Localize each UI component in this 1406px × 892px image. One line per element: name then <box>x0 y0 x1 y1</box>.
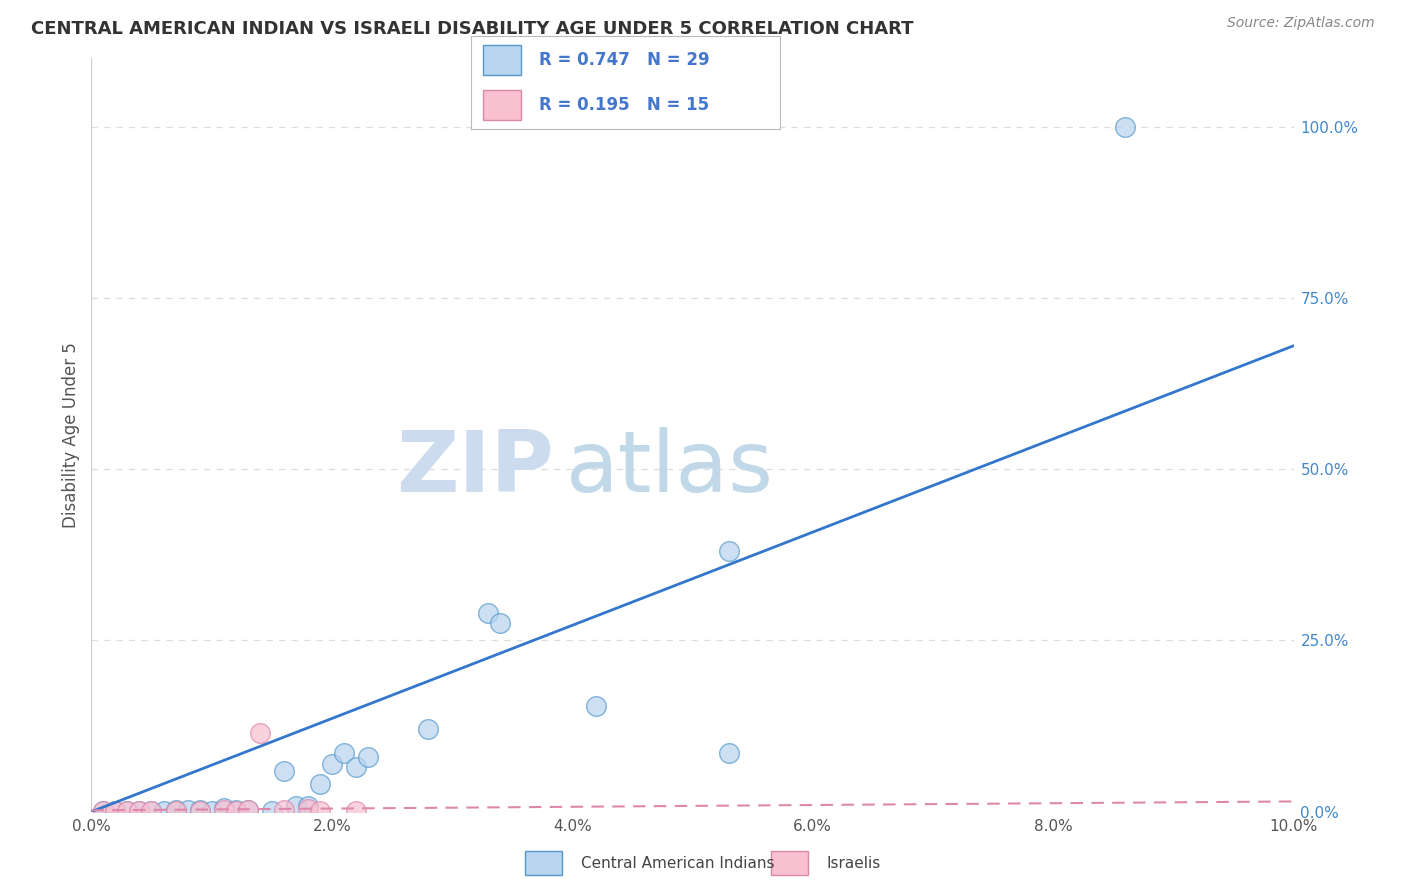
Point <box>297 799 319 814</box>
Point <box>128 804 150 818</box>
Point <box>344 804 367 818</box>
Point <box>188 804 211 818</box>
Point <box>141 804 163 818</box>
Point <box>284 799 307 814</box>
Point <box>357 750 380 764</box>
Point <box>212 803 235 817</box>
Point <box>188 803 211 817</box>
Text: Israelis: Israelis <box>827 855 880 871</box>
Point <box>165 804 187 818</box>
Point <box>273 803 295 817</box>
Point <box>117 804 139 818</box>
Point <box>236 803 259 817</box>
Point <box>104 804 127 818</box>
Bar <box>484 90 520 120</box>
Point <box>249 726 271 740</box>
Point <box>308 777 330 791</box>
Text: R = 0.195   N = 15: R = 0.195 N = 15 <box>538 96 709 114</box>
Point <box>93 804 115 818</box>
Point <box>225 803 247 817</box>
Y-axis label: Disability Age Under 5: Disability Age Under 5 <box>62 342 80 528</box>
Point <box>1114 120 1136 134</box>
Point <box>308 804 330 818</box>
Point <box>225 804 247 818</box>
Text: atlas: atlas <box>567 427 775 510</box>
Point <box>333 747 356 761</box>
Point <box>273 764 295 778</box>
Point <box>117 804 139 818</box>
Point <box>717 544 740 558</box>
Text: R = 0.747   N = 29: R = 0.747 N = 29 <box>538 51 710 69</box>
Point <box>141 804 163 818</box>
Point <box>165 803 187 817</box>
Bar <box>524 851 562 875</box>
Point <box>236 803 259 817</box>
Point <box>104 804 127 818</box>
Point <box>260 804 283 818</box>
Point <box>416 723 439 737</box>
Bar <box>770 851 808 875</box>
Point <box>477 606 499 620</box>
Text: Central American Indians: Central American Indians <box>581 855 775 871</box>
Point <box>201 804 224 818</box>
Text: Source: ZipAtlas.com: Source: ZipAtlas.com <box>1227 16 1375 30</box>
Point <box>212 801 235 815</box>
Text: ZIP: ZIP <box>396 427 554 510</box>
Point <box>321 756 343 771</box>
Point <box>176 803 198 817</box>
Point <box>152 804 174 818</box>
Point <box>93 804 115 818</box>
Point <box>128 804 150 818</box>
Text: CENTRAL AMERICAN INDIAN VS ISRAELI DISABILITY AGE UNDER 5 CORRELATION CHART: CENTRAL AMERICAN INDIAN VS ISRAELI DISAB… <box>31 20 914 37</box>
Point <box>585 698 607 713</box>
Point <box>297 802 319 816</box>
Point <box>717 747 740 761</box>
Bar <box>484 45 520 75</box>
Point <box>344 760 367 774</box>
Point <box>489 616 512 631</box>
